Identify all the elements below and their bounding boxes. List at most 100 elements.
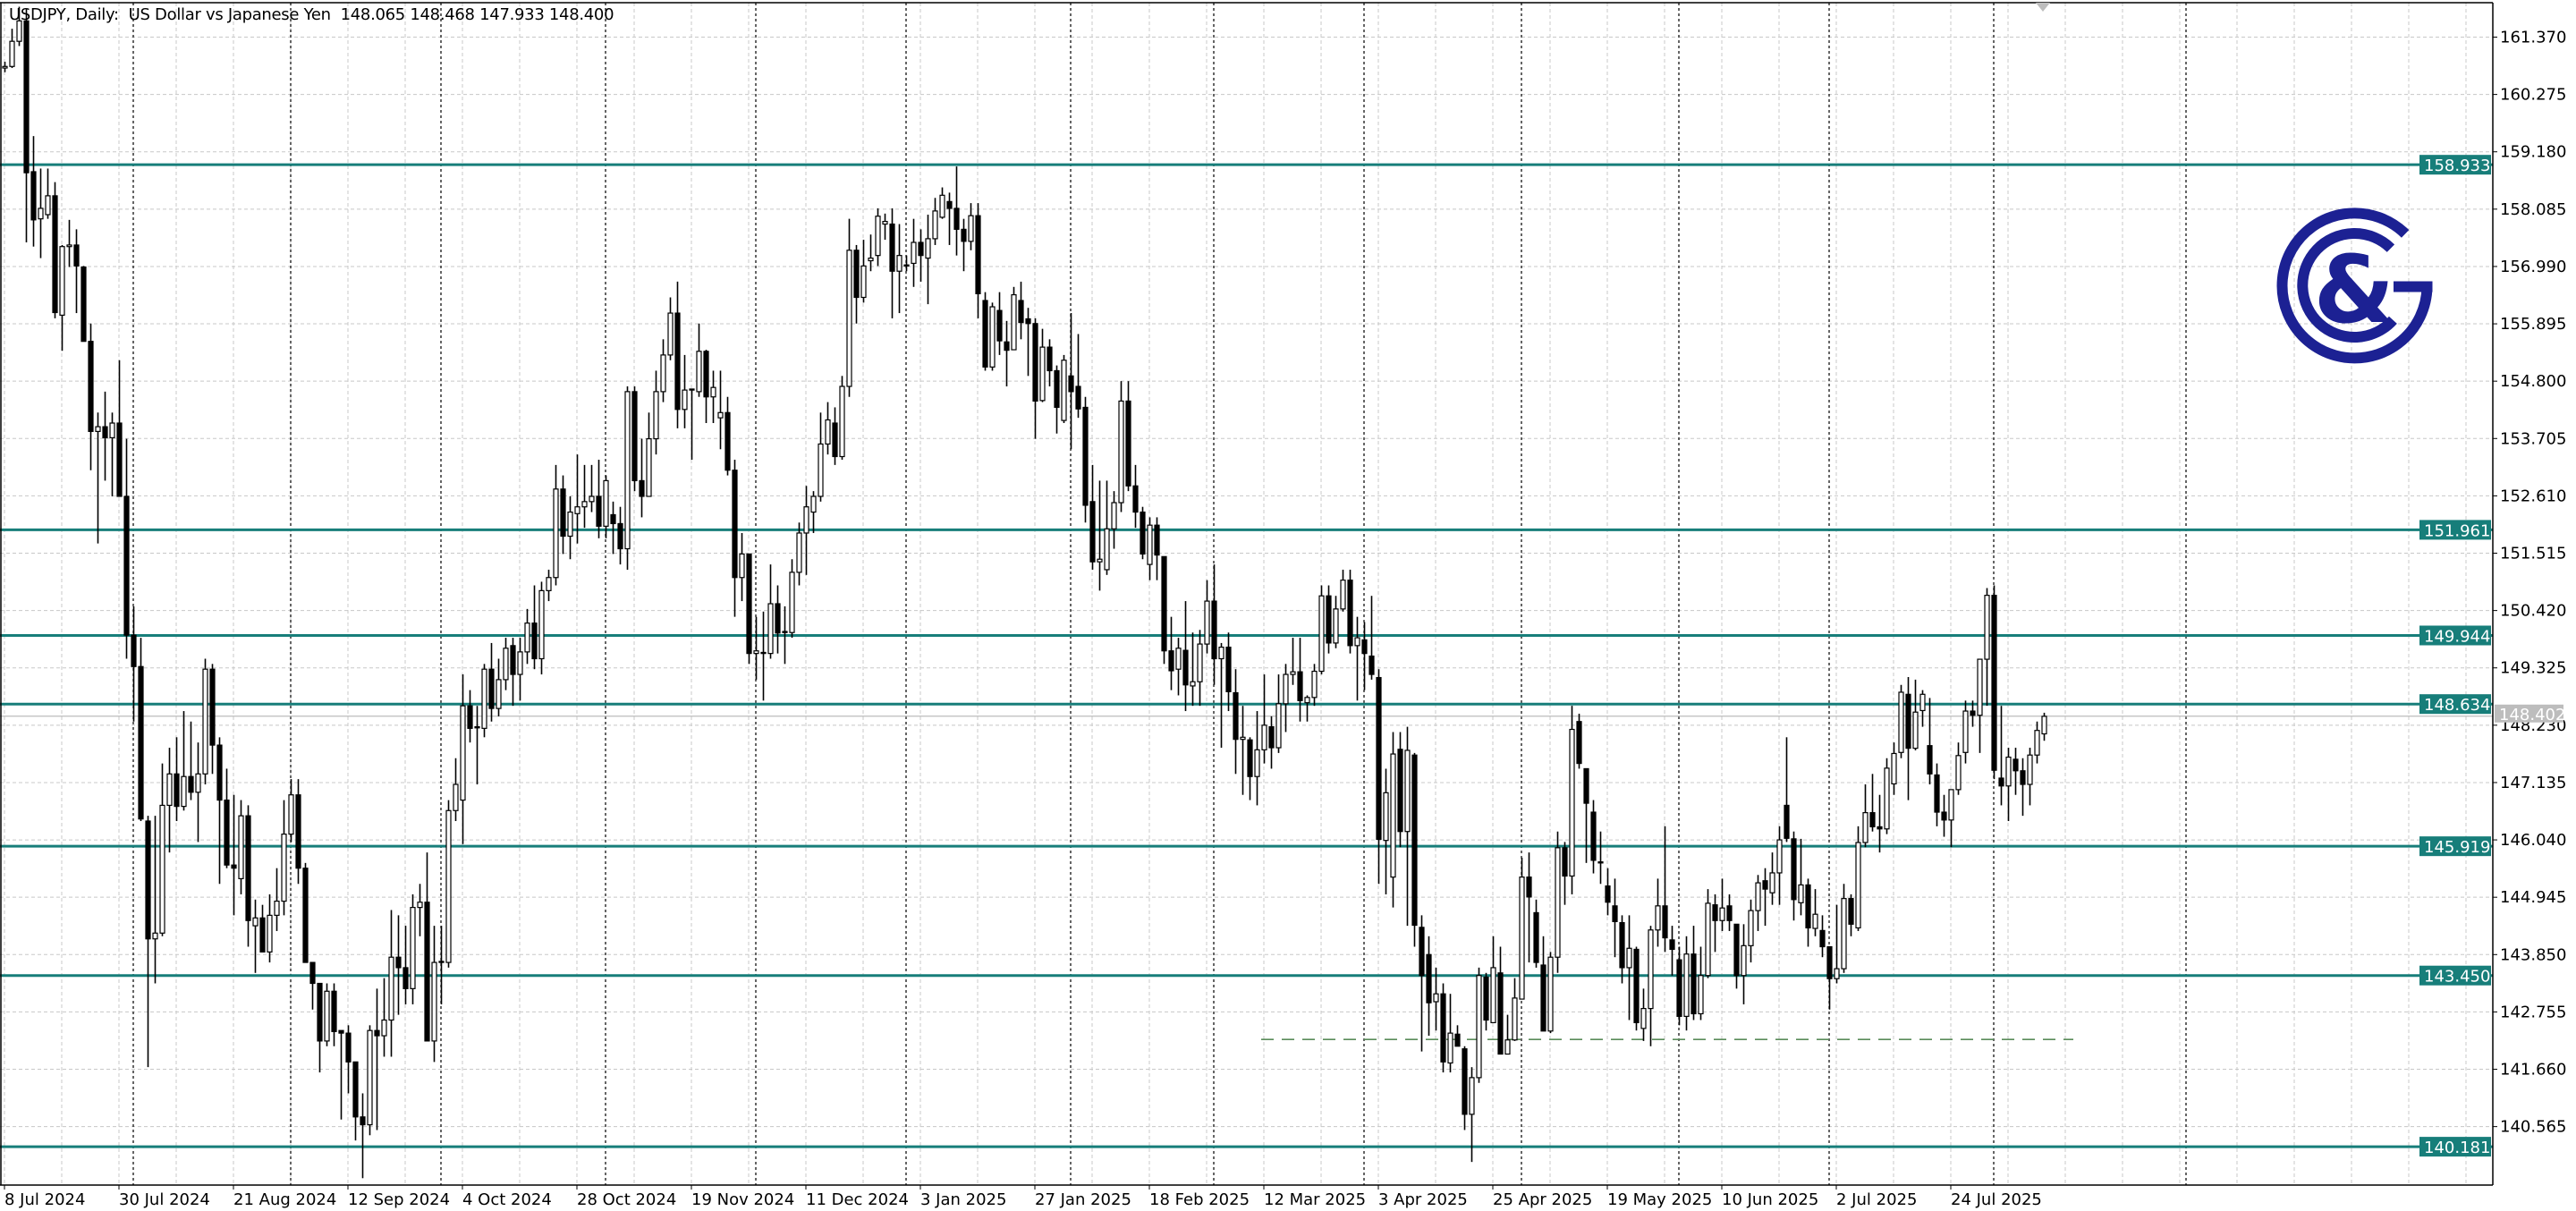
candle [1905,676,1911,800]
price-tick-label: 153.705 [2500,429,2566,448]
price-tick-label: 161.370 [2500,29,2566,47]
candle [1769,852,1775,905]
candle [274,868,280,931]
candle-body-bullish [1340,580,1346,610]
candle-body-bearish [1419,927,1425,977]
candle-body-bullish [1390,753,1396,878]
candle [538,581,545,675]
candle [953,166,960,256]
candle [1383,768,1389,894]
price-tick-label: 151.515 [2500,545,2566,563]
candle [1046,339,1053,387]
candle [1497,946,1504,1055]
candle-body-bearish [102,426,108,439]
candle [732,459,738,617]
candle [174,737,180,821]
candle-body-bearish [1533,911,1539,963]
candle [753,616,759,680]
candle [1504,1014,1511,1055]
price-tick-label: 143.850 [2500,945,2566,964]
candle-body-bullish [1118,400,1124,504]
candle [374,988,380,1131]
candle-body-bearish [1826,945,1833,979]
candle [1290,638,1296,685]
candle [1311,664,1318,707]
candle-body-bullish [1383,792,1389,842]
candle-body-bearish [596,495,602,527]
timeframe: Daily: [75,5,119,24]
candle-body-bearish [918,241,924,257]
candle [868,234,874,272]
candle [331,983,337,1046]
candle-body-bullish [481,668,487,729]
candle [1054,365,1060,434]
level-label: 158.933 [2424,157,2490,175]
candle-body-bearish [674,312,681,411]
candle-body-bullish [238,815,244,879]
candle [1683,936,1690,1031]
candle [116,360,123,497]
candle-body-bearish [1397,749,1403,833]
candle [1082,396,1089,523]
candle-body-bullish [624,391,631,550]
candle [281,800,287,916]
candle-body-bullish [1841,898,1847,970]
candle [1555,831,1561,973]
candle-body-bearish [395,956,402,969]
candle-body-bullish [66,244,72,248]
candle [1869,774,1876,832]
level-label-box [2419,1137,2491,1157]
candle [1140,506,1146,560]
candle-body-bullish [474,726,480,729]
candle [1011,286,1017,351]
candle-body-bullish [1748,910,1754,946]
candle-body-bullish [438,961,445,963]
ohlc-high: 148.468 [410,5,475,24]
candle-body-bullish [903,264,910,267]
candle [2020,758,2026,817]
candle [1154,517,1160,580]
date-tick-label: 2 Jul 2025 [1836,1190,1917,1209]
candle [1411,752,1418,947]
candle-body-bearish [352,1061,359,1118]
candle [839,376,845,460]
candle [1547,952,1554,1034]
candle-body-bullish [1061,360,1067,421]
candle-body-bearish [961,228,967,242]
candle-body-bullish [1476,975,1482,1079]
candle [30,136,37,247]
candle [2027,748,2033,806]
candle-body-bullish [1261,724,1267,750]
candle-body-bullish [431,961,437,1042]
candle [946,192,953,245]
candle-body-bearish [1526,876,1532,898]
chart-shift-marker-icon[interactable] [2036,3,2050,12]
candle [1004,320,1010,387]
candle-body-bullish [689,388,695,391]
candle [324,983,330,1046]
candle [1247,737,1253,800]
candle-body-bearish [1662,905,1668,939]
candle-body-bullish [381,1019,387,1037]
candle [610,501,616,555]
candle [395,915,402,1015]
candle [424,852,430,1042]
candle [1991,585,1997,780]
candle [80,266,87,343]
candle-body-bullish [1275,703,1282,749]
candle [1104,480,1110,575]
candle-body-bullish [789,572,795,633]
ohlc-low: 147.933 [479,5,545,24]
candle [717,370,724,450]
candle-body-bearish [1182,649,1189,686]
level-label: 148.634 [2424,696,2490,715]
candle [216,737,223,885]
candle [646,412,652,497]
candle-body-bullish [1948,789,1954,821]
candle-body-bullish [1776,839,1783,874]
candle [1240,706,1246,795]
candle-body-bearish [1376,676,1382,841]
candle-body-bearish [610,513,616,525]
candle [1147,517,1153,580]
